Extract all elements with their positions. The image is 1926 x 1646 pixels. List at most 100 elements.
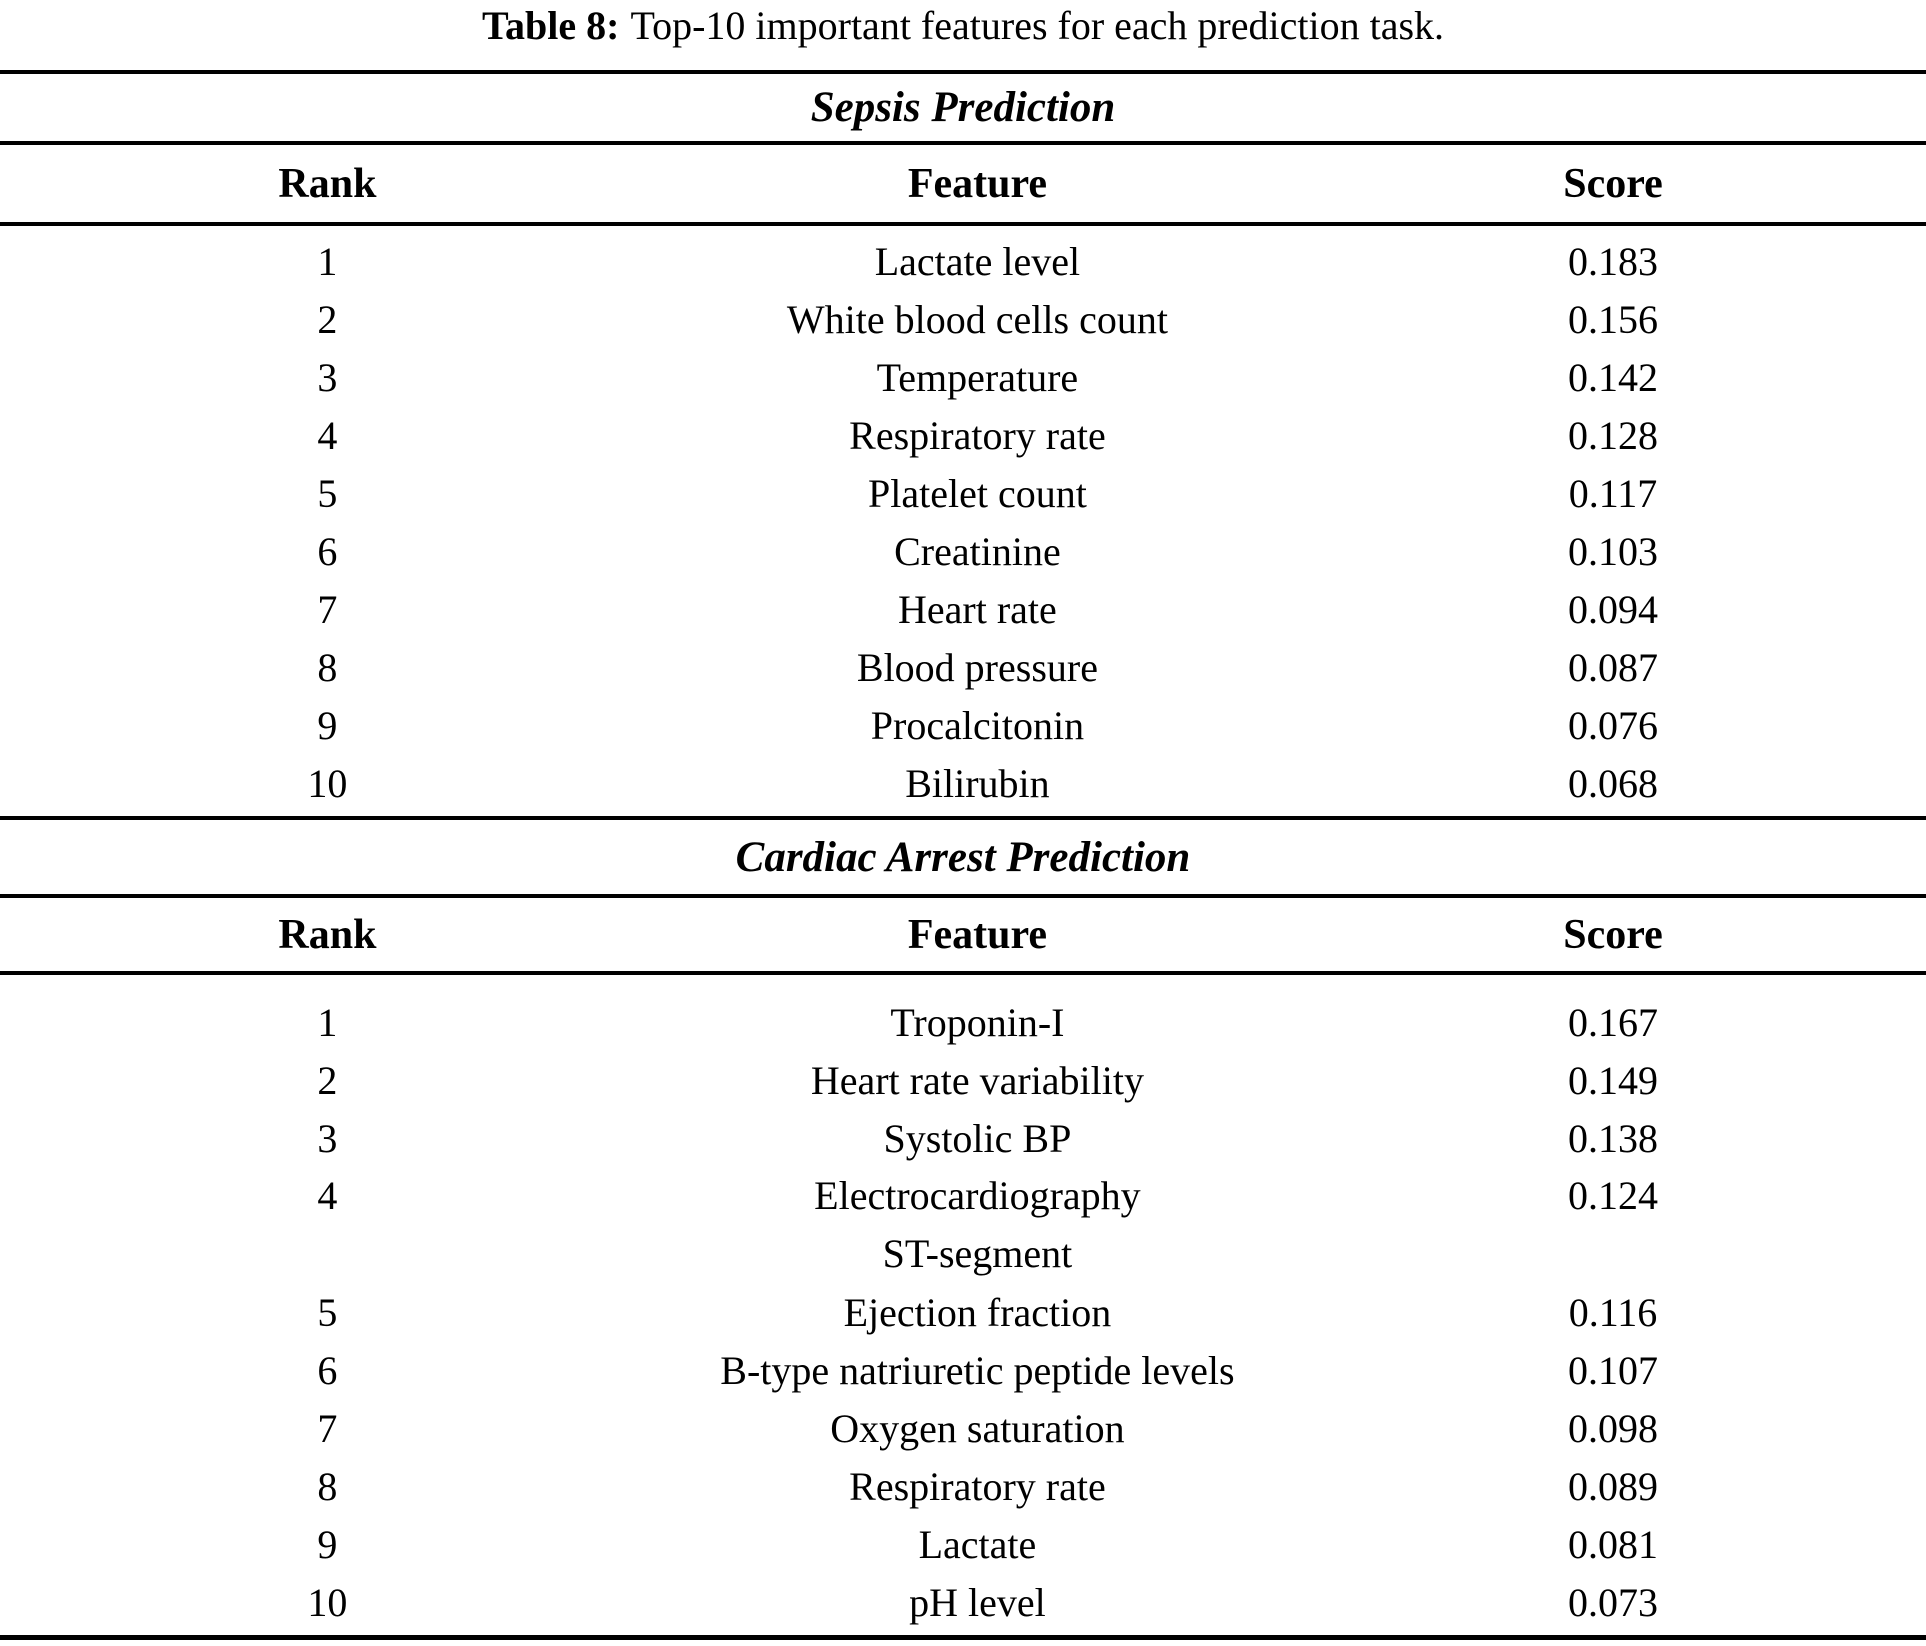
feature-cell: Heart rate variability [810,1057,1145,1103]
col-header-rank: Rank [278,911,377,958]
table-row: 8 Respiratory rate 0.089 [0,1457,1926,1515]
score-cell: 0.107 [1568,1347,1658,1393]
col-header-rank: Rank [278,160,377,207]
feature-cell: Blood pressure [856,644,1098,690]
score-cell: 0.081 [1568,1521,1658,1567]
rank-cell: 6 [317,1347,338,1393]
feature-cell: pH level [909,1579,1046,1625]
rank-cell: 7 [317,586,338,632]
table-row: 9 Lactate 0.081 [0,1515,1926,1573]
column-header-row-cardiac: Rank Feature Score [0,898,1926,971]
rank-cell: 6 [317,528,338,574]
score-cell: 0.068 [1568,760,1658,806]
table-row: 9 Procalcitonin 0.076 [0,696,1926,754]
rank-cell: 1 [317,238,338,284]
score-cell: 0.117 [1568,470,1658,516]
col-header-feature: Feature [907,911,1048,958]
table-row: 6 B-type natriuretic peptide levels 0.10… [0,1341,1926,1399]
rank-cell: 4 [317,412,338,458]
rank-cell: 8 [317,1463,338,1509]
table-row: 3 Temperature 0.142 [0,348,1926,406]
table-row: 6 Creatinine 0.103 [0,522,1926,580]
score-cell: 0.167 [1568,999,1658,1045]
col-header-feature: Feature [907,160,1048,207]
rank-cell: 4 [317,1173,338,1218]
feature-line-2: ST-segment [882,1231,1073,1276]
feature-cell: Respiratory rate [849,412,1106,458]
table-row: 2 Heart rate variability 0.149 [0,1051,1926,1109]
rule-below-sepsis-header [0,222,1926,226]
rank-cell: 2 [317,296,338,342]
caption-text: Top-10 important features for each predi… [630,3,1445,48]
feature-cell: Oxygen saturation [830,1405,1125,1451]
feature-cell: Procalcitonin [870,702,1085,748]
rank-cell: 1 [317,999,338,1045]
feature-cell: Platelet count [868,470,1087,516]
caption-label: Table 8: [481,3,620,48]
rule-below-cardiac-header [0,971,1926,975]
table-row: 7 Oxygen saturation 0.098 [0,1399,1926,1457]
table-row: 10 pH level 0.073 [0,1573,1926,1631]
table-row: 1 Lactate level 0.183 [0,232,1926,290]
col-header-score: Score [1563,911,1663,958]
feature-cell: Troponin-I [890,999,1065,1045]
feature-cell: Systolic BP [883,1115,1072,1161]
rule-below-cardiac-title [0,894,1926,898]
rank-cell: 8 [317,644,338,690]
feature-cell: Temperature [876,354,1079,400]
rank-cell: 10 [307,760,348,806]
rank-cell: 5 [317,1289,338,1335]
score-cell: 0.094 [1568,586,1658,632]
section-title-sepsis: Sepsis Prediction [810,84,1116,131]
score-cell: 0.089 [1568,1463,1658,1509]
rank-cell: 7 [317,1405,338,1451]
score-cell: 0.076 [1568,702,1658,748]
rule-below-sepsis-title [0,141,1926,145]
rule-top [0,70,1926,74]
feature-cell: Creatinine [894,528,1061,574]
feature-cell: B-type natriuretic peptide levels [720,1347,1235,1393]
score-cell: 0.142 [1568,354,1658,400]
feature-cell: Lactate [918,1521,1037,1567]
score-cell: 0.116 [1568,1289,1658,1335]
feature-cell: Ejection fraction [843,1289,1112,1335]
section-title-cardiac-arrest: Cardiac Arrest Prediction [735,833,1191,881]
score-cell: 0.138 [1568,1115,1658,1161]
table-row: 7 Heart rate 0.094 [0,580,1926,638]
feature-cell: White blood cells count [786,296,1168,342]
score-cell: 0.073 [1568,1579,1658,1625]
rank-cell: 2 [317,1057,338,1103]
rule-below-sepsis-rows [0,816,1926,820]
table-row: 4 Respiratory rate 0.128 [0,406,1926,464]
column-header-row-sepsis: Rank Feature Score [0,145,1926,222]
cardiac-rows: 1 Troponin-I 0.167 2 Heart rate variabil… [0,975,1926,1635]
table-row: 8 Blood pressure 0.087 [0,638,1926,696]
rank-cell: 5 [317,470,338,516]
table-row: 2 White blood cells count 0.156 [0,290,1926,348]
feature-cell: Bilirubin [905,760,1050,806]
table-row: 10 Bilirubin 0.068 [0,754,1926,812]
rank-cell: 10 [307,1579,348,1625]
score-cell: 0.183 [1568,238,1658,284]
col-header-score: Score [1563,160,1663,207]
table-row: 1 Troponin-I 0.167 [0,993,1926,1051]
rank-cell: 3 [317,354,338,400]
score-cell: 0.156 [1568,296,1658,342]
score-cell: 0.128 [1568,412,1658,458]
score-cell: 0.149 [1568,1057,1658,1103]
feature-cell: Lactate level [874,238,1081,284]
rank-cell: 9 [317,1521,338,1567]
score-cell: 0.098 [1568,1405,1658,1451]
feature-cell: Respiratory rate [849,1463,1106,1509]
table-row: 5 Ejection fraction 0.116 [0,1283,1926,1341]
score-cell: 0.103 [1568,528,1658,574]
table-caption: Table 8: Top-10 important features for e… [0,0,1926,70]
table-row: 3 Systolic BP 0.138 [0,1109,1926,1167]
score-cell: 0.124 [1568,1173,1658,1218]
table-row: 5 Platelet count 0.117 [0,464,1926,522]
feature-cell: Heart rate [898,586,1057,632]
rule-bottom [0,1635,1926,1640]
feature-line-1: Electrocardiography [814,1173,1141,1218]
table-row: 4 Electrocardiography ST-segment 0.124 [0,1167,1926,1283]
